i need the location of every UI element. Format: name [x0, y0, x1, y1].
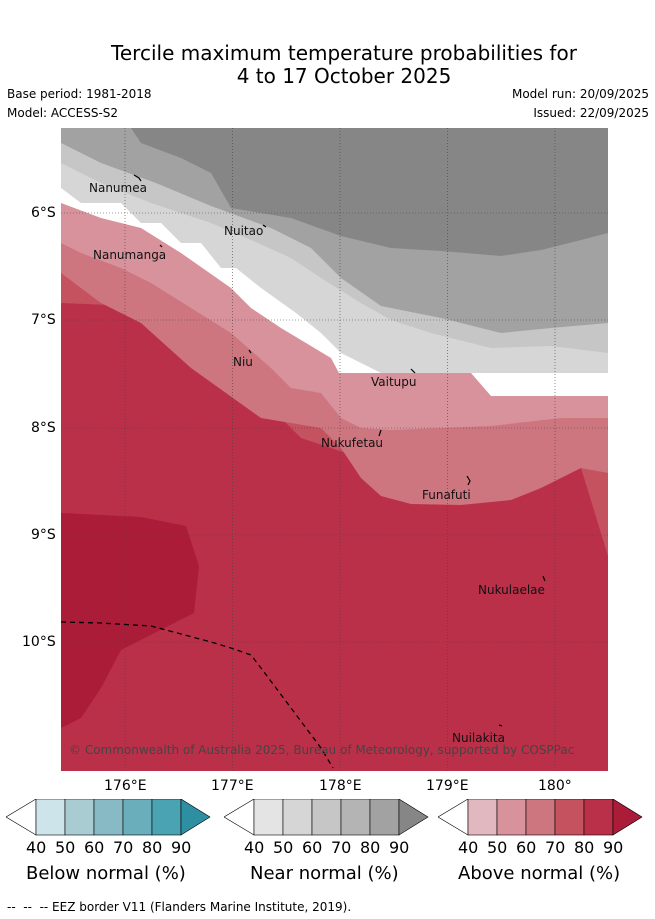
place-label-vaitupu: Vaitupu — [371, 375, 417, 389]
legend-below-normal-colorbar — [6, 799, 211, 836]
place-label-nukulaelae: Nukulaelae — [478, 583, 545, 597]
legend-below-title: Below normal (%) — [26, 863, 186, 884]
lat-label-6s: 6°S — [31, 205, 56, 221]
legend-near-value-80: 80 — [360, 838, 381, 857]
legend-below-value-80: 80 — [142, 838, 163, 857]
place-label-nuitao: Nuitao — [224, 224, 264, 238]
nukufetau-marker — [378, 429, 382, 437]
legend-above-swatch-over — [612, 799, 643, 836]
lon-label-177e: 177°E — [211, 778, 254, 794]
legend-below-swatch-1 — [35, 799, 66, 836]
legend-above-value-60: 60 — [516, 838, 537, 857]
legend-below-value-60: 60 — [84, 838, 105, 857]
vaitupu-marker — [410, 368, 416, 374]
legend-below-value-40: 40 — [26, 838, 47, 857]
legend-near-swatch-4 — [340, 799, 371, 836]
legend-below-swatch-under — [6, 799, 37, 836]
island-markers — [133, 174, 546, 727]
legend-near-title: Near normal (%) — [250, 863, 399, 884]
place-label-nanumanga: Nanumanga — [93, 248, 167, 262]
legend-above-swatch-1 — [467, 799, 498, 836]
legend-near-value-60: 60 — [302, 838, 323, 857]
nanumea-marker — [133, 174, 142, 182]
map-title-line1: Tercile maximum temperature probabilitie… — [111, 41, 577, 65]
map-title-line2: 4 to 17 October 2025 — [236, 64, 452, 88]
legend-above-swatch-5 — [583, 799, 614, 836]
nuitao-marker — [262, 224, 267, 228]
lat-label-9s: 9°S — [31, 527, 56, 543]
legend-above-swatch-under — [438, 799, 469, 836]
legend-near-swatch-2 — [282, 799, 313, 836]
probability-map — [61, 128, 608, 771]
niu-marker — [248, 349, 252, 354]
legend-below-swatch-over — [180, 799, 211, 836]
place-label-nuilakita: Nuilakita — [452, 731, 505, 745]
model-run: Model run: 20/09/2025 — [511, 87, 649, 101]
legend-below-value-50: 50 — [55, 838, 76, 857]
lon-label-178e: 178°E — [319, 778, 362, 794]
region-near-80 — [131, 128, 608, 256]
nanumanga-marker — [159, 244, 163, 248]
legend-below-swatch-3 — [93, 799, 124, 836]
legend-below-value-70: 70 — [113, 838, 134, 857]
nuilakita-marker — [498, 724, 503, 727]
lon-label-179e: 179°E — [426, 778, 469, 794]
legend-near-swatch-3 — [311, 799, 342, 836]
legend-near-value-70: 70 — [331, 838, 352, 857]
legend-near-value-90: 90 — [389, 838, 410, 857]
legend-above-title: Above normal (%) — [458, 863, 621, 884]
legend-above-normal-colorbar — [438, 799, 643, 836]
lon-label-176e: 176°E — [104, 778, 147, 794]
legend-near-value-50: 50 — [273, 838, 294, 857]
eez-footnote: -- -- -- EEZ border V11 (Flanders Marine… — [7, 900, 352, 914]
legend-near-swatch-5 — [369, 799, 400, 836]
lat-label-10s: 10°S — [22, 634, 56, 650]
legend-near-swatch-1 — [253, 799, 284, 836]
legend-near-swatch-under — [224, 799, 255, 836]
legend-above-swatch-2 — [496, 799, 527, 836]
graticule — [61, 128, 608, 771]
legend-below-value-90: 90 — [171, 838, 192, 857]
lat-label-8s: 8°S — [31, 420, 56, 436]
issued-date: Issued: 22/09/2025 — [533, 106, 649, 120]
legend-above-value-90: 90 — [603, 838, 624, 857]
lon-label-180: 180° — [538, 778, 572, 794]
place-label-niu: Niu — [233, 355, 253, 369]
funafuti-marker — [466, 475, 471, 486]
legend-near-value-40: 40 — [244, 838, 265, 857]
base-period: Base period: 1981-2018 — [7, 87, 152, 101]
place-label-funafuti: Funafuti — [422, 488, 471, 502]
legend-above-value-70: 70 — [545, 838, 566, 857]
legend-above-value-40: 40 — [458, 838, 479, 857]
copyright-notice: © Commonwealth of Australia 2025, Bureau… — [69, 743, 575, 757]
legend-above-swatch-3 — [525, 799, 556, 836]
legend-below-swatch-4 — [122, 799, 153, 836]
eez-border — [61, 621, 334, 769]
legend-near-normal-colorbar — [224, 799, 429, 836]
region-above-90 — [61, 513, 199, 728]
place-label-nukufetau: Nukufetau — [321, 436, 384, 450]
legend-below-swatch-5 — [151, 799, 182, 836]
lat-label-7s: 7°S — [31, 312, 56, 328]
legend-below-swatch-2 — [64, 799, 95, 836]
legend-near-swatch-over — [398, 799, 429, 836]
legend-above-swatch-4 — [554, 799, 585, 836]
legend-above-value-80: 80 — [574, 838, 595, 857]
nukulaelae-marker — [542, 575, 546, 582]
legend-above-value-50: 50 — [487, 838, 508, 857]
place-label-nanumea: Nanumea — [89, 181, 147, 195]
model-name: Model: ACCESS-S2 — [7, 106, 119, 120]
